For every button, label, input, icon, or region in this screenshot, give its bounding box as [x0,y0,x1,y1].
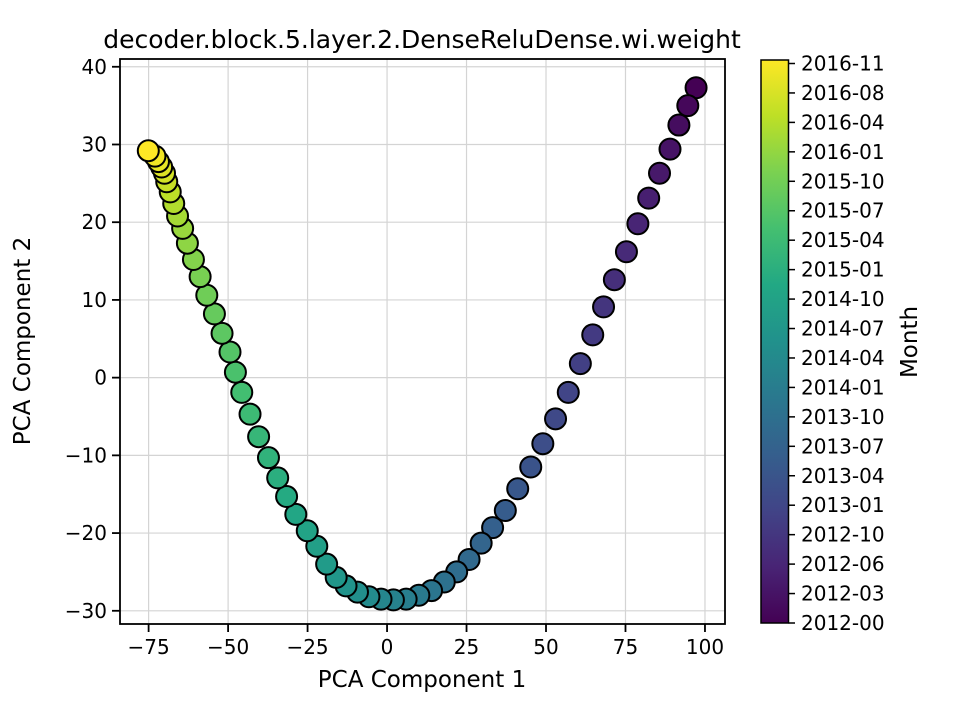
scatter-point [556,380,580,404]
colorbar-tick-label: 2015-01 [801,258,885,282]
scatter-point [469,531,493,555]
scatter-point [210,321,234,345]
colorbar-tick-label: 2012-00 [801,611,885,635]
scatter-point [626,212,650,236]
x-tick-label: 0 [381,635,394,659]
x-tick-label: −50 [207,635,249,659]
scatter-point [602,268,626,292]
plot-border [119,58,726,625]
y-tick-label: 40 [82,55,107,79]
scatter-point [481,516,505,540]
scatter-point [544,407,568,431]
scatter-point [284,502,308,526]
y-tick-label: 10 [82,288,107,312]
scatter-point [667,113,691,137]
scatter-point [648,161,672,185]
scatter-point [676,94,700,118]
scatter-point [315,552,339,576]
x-axis-label: PCA Component 1 [318,667,526,693]
scatter-point [266,466,290,490]
colorbar-tick-label: 2015-10 [801,169,885,193]
colorbar-tick-label: 2012-06 [801,552,885,576]
gridlines [120,59,725,624]
y-tick-label: −10 [65,443,107,467]
scatter-point [275,485,299,509]
y-tick-label: −20 [65,521,107,545]
colorbar-tick-label: 2016-08 [801,81,885,105]
x-axis-ticks: −75 −50 −25 0 25 50 75 100 [128,624,724,659]
colorbar-tick-label: 2012-10 [801,523,885,547]
colorbar-tick-label: 2016-11 [801,52,885,76]
colorbar-tick-label: 2016-01 [801,140,885,164]
x-tick-label: 75 [613,635,638,659]
y-tick-label: 30 [82,132,107,156]
colorbar [760,59,790,624]
x-tick-label: 50 [533,635,558,659]
scatter-point [592,295,616,319]
scatter-point [506,477,530,501]
colorbar-tick-label: 2013-04 [801,464,885,488]
colorbar-tick-label: 2013-10 [801,405,885,429]
scatter-point [256,446,280,470]
x-tick-label: −25 [286,635,328,659]
scatter-point [531,432,555,456]
colorbar-tick-label: 2014-07 [801,317,885,341]
y-axis-label: PCA Component 2 [10,237,36,445]
scatter-point [136,139,160,163]
scatter-point [223,360,247,384]
y-axis-ticks: −30 −20 −10 0 10 20 30 40 [65,55,120,623]
colorbar-label: Month [897,306,923,378]
colorbar-tick-label: 2014-10 [801,287,885,311]
chart-title: decoder.block.5.layer.2.DenseReluDense.w… [103,25,741,54]
scatter-points [136,76,708,612]
colorbar-tick-label: 2014-01 [801,375,885,399]
colorbar-tick-label: 2013-01 [801,493,885,517]
colorbar-tick-label: 2014-04 [801,346,885,370]
x-tick-label: 25 [454,635,479,659]
scatter-point [568,352,592,376]
colorbar-tick-label: 2012-03 [801,582,885,606]
scatter-point [637,186,661,210]
x-tick-label: −75 [128,635,170,659]
scatter-point [295,519,319,543]
colorbar-tick-label: 2013-07 [801,434,885,458]
y-tick-label: 0 [94,366,107,390]
scatter-point [658,137,682,161]
colorbar-tick-label: 2016-04 [801,110,885,134]
colorbar-ticks: 2016-11 2016-08 2016-04 2016-01 2015-10 2015-… [788,52,885,635]
scatter-point [493,499,517,523]
scatter-point [247,425,271,449]
scatter-point [230,380,254,404]
y-tick-label: −30 [65,599,107,623]
y-tick-label: 20 [82,210,107,234]
scatter-point [238,402,262,426]
colorbar-tick-label: 2015-04 [801,228,885,252]
scatter-point [519,455,543,479]
colorbar-tick-label: 2015-07 [801,199,885,223]
x-tick-label: 100 [686,635,724,659]
scatter-point [581,323,605,347]
scatter-point [614,240,638,264]
